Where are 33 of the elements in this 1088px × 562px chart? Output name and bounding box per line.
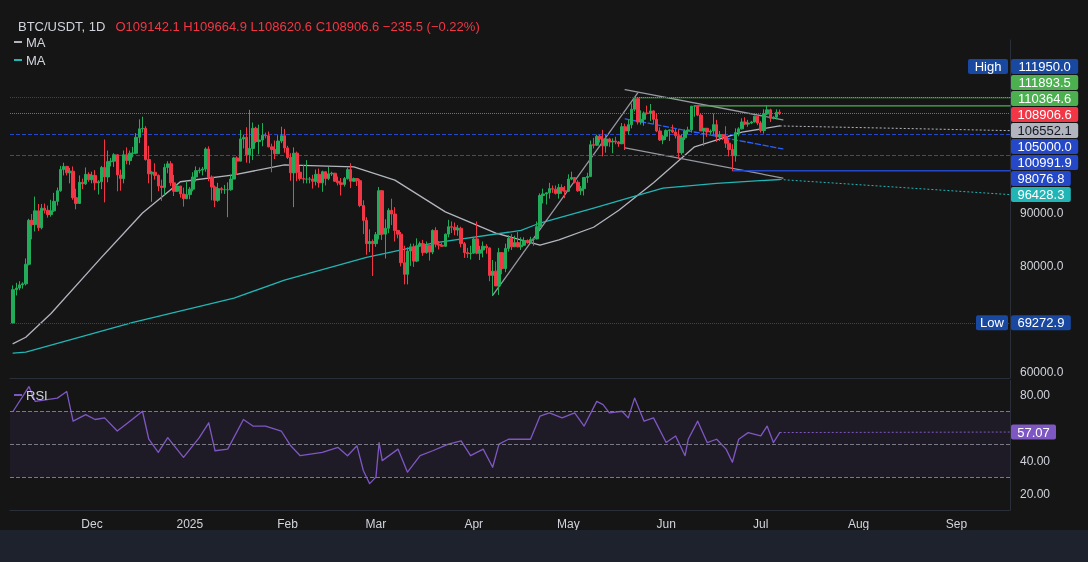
x-tick-label: Apr xyxy=(464,517,484,531)
y-tick-label: 80.00 xyxy=(1020,387,1051,402)
annotation: 111893.5 xyxy=(1018,75,1071,91)
ref-line-label: 100991.9 xyxy=(1017,155,1072,171)
x-tick-label: May xyxy=(557,517,580,531)
ref-line-label: 105000.0 xyxy=(1017,139,1072,155)
annotation: 110364.6 xyxy=(1017,91,1072,107)
ref-line-label: 69272.9 xyxy=(1017,315,1065,331)
x-tick-label: 2025 xyxy=(176,517,204,531)
x-tick-label: Mar xyxy=(365,517,387,531)
y-tick-label: 60000.0 xyxy=(1020,365,1064,380)
legend-label: MA xyxy=(26,52,46,68)
x-tick-label: Jul xyxy=(753,517,769,531)
legend-label: MA xyxy=(26,34,46,50)
annotation: 98076.8 xyxy=(1017,171,1065,187)
annotation: High xyxy=(974,59,1002,75)
x-tick-label: Jun xyxy=(656,517,676,531)
legend-label: 111950.0 xyxy=(1018,59,1071,75)
y-tick-label: 90000.0 xyxy=(1020,206,1064,221)
annotation: 96428.3 xyxy=(1017,187,1065,203)
chart-subtitle: O109142.1 H109664.9 L108620.6 C108906.6 −235.5 (−0.22%) xyxy=(115,18,480,34)
y-tick-label: 80000.0 xyxy=(1020,259,1064,274)
chart-title: BTC/USDT, 1D xyxy=(18,18,106,34)
x-tick-label: Sep xyxy=(945,517,968,531)
annotation: Low xyxy=(980,315,1005,331)
y-tick-label: 20.00 xyxy=(1020,486,1051,501)
x-tick-label: Feb xyxy=(277,517,299,531)
y-tick-label: 40.00 xyxy=(1020,453,1051,468)
annotation: 57.07 xyxy=(1017,424,1050,440)
ref-line-label: 108906.6 xyxy=(1017,107,1072,123)
x-tick-label: Aug xyxy=(847,517,870,531)
annotation: 106552.1 xyxy=(1017,123,1072,139)
x-tick-label: Dec xyxy=(81,517,103,531)
